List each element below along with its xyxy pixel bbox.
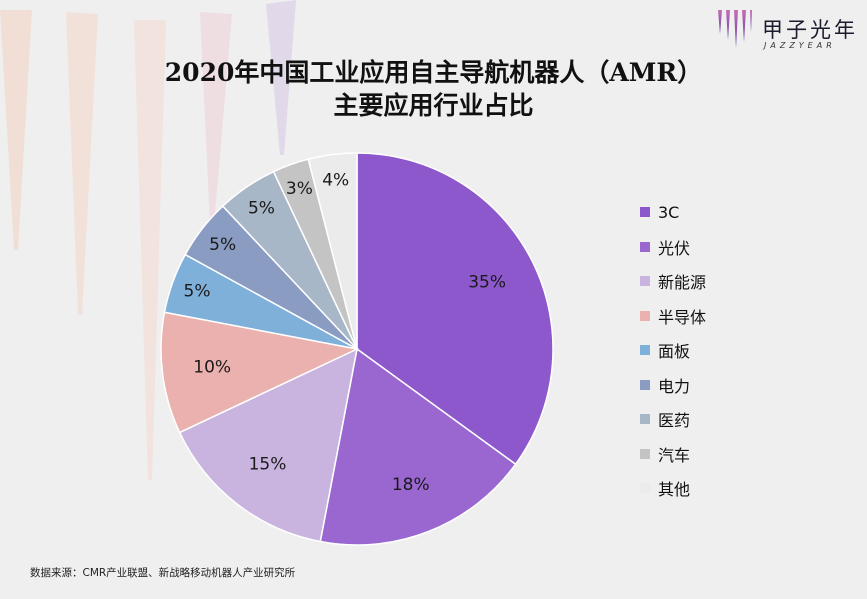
legend-label: 光伏 [658,238,691,258]
slice-data-label: 5% [184,281,211,301]
legend-label: 面板 [658,342,691,362]
legend-label: 半导体 [658,307,707,327]
legend-swatch [640,241,650,252]
legend-item: 面板 [640,333,706,368]
legend-item: 医药 [640,402,706,437]
legend-swatch [640,483,650,494]
pie-slice [160,311,360,434]
legend-swatch [640,379,650,390]
legend-item: 半导体 [640,299,706,334]
legend-swatch [640,276,650,287]
legend-label: 其他 [658,480,691,500]
slice-data-label: 3% [286,179,313,199]
legend-item: 新能源 [640,264,706,299]
legend-swatch [640,207,650,218]
legend-label: 3C [658,202,680,222]
pie-slice [307,152,358,350]
legend-swatch [640,448,650,459]
legend-swatch [640,310,650,321]
chart-title-line2: 主要应用行业占比 [333,91,534,120]
slice-data-label: 5% [248,198,275,218]
slice-data-label: 15% [249,454,287,474]
chart-legend: 3C 光伏新能源半导体面板电力医药汽车其他 [640,195,706,506]
chart-title: 2020年中国工业应用自主导航机器人（AMR） 主要应用行业占比 [0,56,867,122]
brand-name: 甲子光年 [762,18,858,42]
slice-data-label: 18% [392,475,430,495]
pie-slice [178,347,359,543]
slice-data-label: 10% [193,357,231,377]
pie-slice [319,347,517,546]
pie-slice [356,152,554,466]
brand-mark-icon [718,10,752,48]
legend-label: 医药 [658,411,691,431]
legend-item: 汽车 [640,437,706,472]
source-note: 数据来源：CMR产业联盟、新战略移动机器人产业研究所 [30,567,296,579]
legend-label: 电力 [658,376,691,396]
brand-name-en: JAZZYEAR [764,41,836,50]
slice-data-label: 35% [468,273,506,293]
legend-item: 电力 [640,368,706,403]
brand-logo: 甲子光年 JAZZYEAR [714,8,859,64]
legend-swatch [640,345,650,356]
legend-label: 新能源 [658,273,707,293]
legend-swatch [640,414,650,425]
slice-data-label: 4% [322,170,349,190]
slice-data-label: 5% [209,235,236,255]
legend-item: 其他 [640,471,706,506]
legend-label: 汽车 [658,445,691,465]
legend-item: 光伏 [640,230,706,265]
chart-title-line1: 2020年中国工业应用自主导航机器人（AMR） [164,58,703,87]
legend-item: 3C [640,195,706,230]
